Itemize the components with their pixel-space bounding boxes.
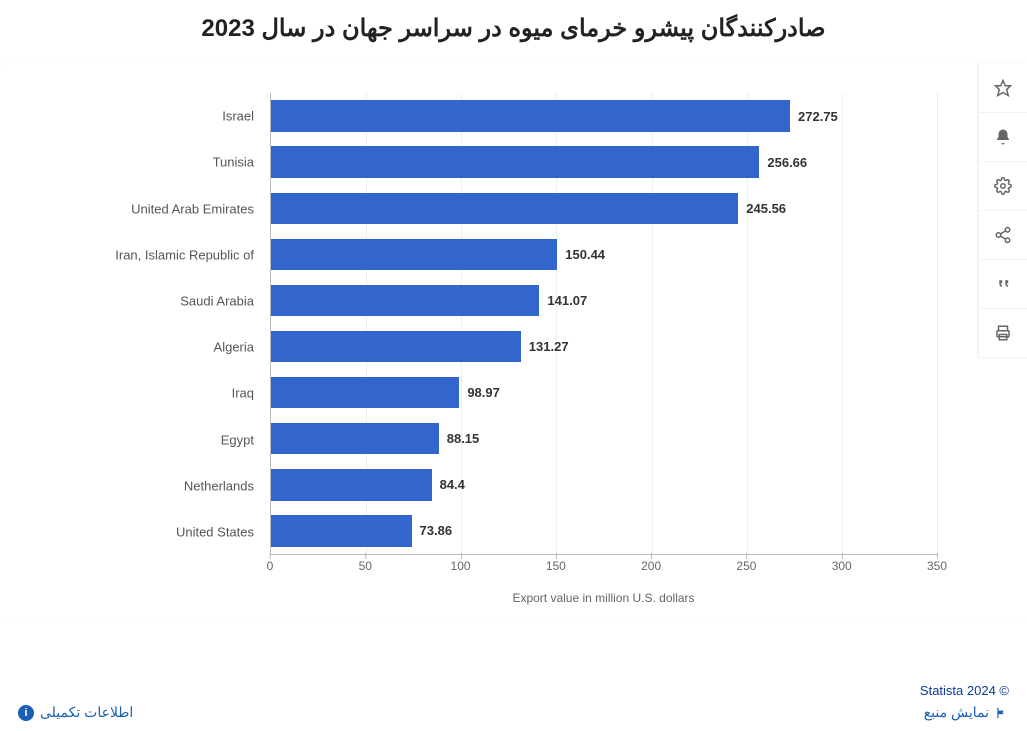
bar-row: 245.56 (271, 185, 937, 231)
source-link-label: نمایش منبع (924, 704, 989, 721)
footer: © Statista 2024 نمایش منبع اطلاعات تکمیل… (0, 675, 1027, 731)
info-link-label: اطلاعات تکمیلی (40, 704, 133, 721)
bar-row: 131.27 (271, 324, 937, 370)
x-axis-ticks: 050100150200250300350 (270, 559, 937, 579)
gear-icon (994, 177, 1012, 195)
y-axis-label: United Arab Emirates (60, 201, 254, 216)
x-tick-label: 300 (832, 559, 852, 573)
bar-value-label: 245.56 (746, 201, 786, 216)
print-button[interactable] (979, 309, 1027, 358)
bar[interactable] (271, 469, 432, 500)
bar[interactable] (271, 285, 539, 316)
chart-area: Israel Tunisia United Arab Emirates Iran, I… (60, 93, 957, 613)
bar-value-label: 150.44 (565, 247, 605, 262)
x-axis-label: Export value in million U.S. dollars (270, 591, 937, 605)
bar[interactable] (271, 193, 738, 224)
flag-icon (995, 706, 1009, 720)
y-axis-label: Egypt (60, 432, 254, 447)
bell-icon (994, 128, 1012, 146)
y-axis-label: Iran, Islamic Republic of (60, 247, 254, 262)
x-tick-label: 0 (267, 559, 274, 573)
bar-row: 88.15 (271, 416, 937, 462)
y-axis-label: Saudi Arabia (60, 293, 254, 308)
bar-row: 272.75 (271, 93, 937, 139)
bar-value-label: 256.66 (767, 155, 807, 170)
share-icon (994, 226, 1012, 244)
y-axis-label: Netherlands (60, 478, 254, 493)
side-toolbar (978, 64, 1027, 358)
x-tick-label: 350 (927, 559, 947, 573)
page-title: صادرکنندگان پیشرو خرمای میوه در سراسر جه… (0, 0, 1027, 49)
footer-links: نمایش منبع اطلاعات تکمیلی i (18, 704, 1009, 721)
notify-button[interactable] (979, 113, 1027, 162)
y-axis-label: Algeria (60, 340, 254, 355)
bar-row: 98.97 (271, 370, 937, 416)
page-root: صادرکنندگان پیشرو خرمای میوه در سراسر جه… (0, 0, 1027, 731)
x-tick-label: 150 (546, 559, 566, 573)
bar[interactable] (271, 146, 759, 177)
gridline (937, 93, 938, 554)
bar-value-label: 141.07 (547, 293, 587, 308)
favorite-button[interactable] (979, 64, 1027, 113)
bar-value-label: 73.86 (420, 523, 453, 538)
share-button[interactable] (979, 211, 1027, 260)
bar-row: 141.07 (271, 277, 937, 323)
bar-value-label: 131.27 (529, 339, 569, 354)
bar-value-label: 88.15 (447, 431, 480, 446)
bar-row: 256.66 (271, 139, 937, 185)
x-tick-label: 100 (451, 559, 471, 573)
print-icon (994, 324, 1012, 342)
bar-value-label: 98.97 (467, 385, 500, 400)
bar[interactable] (271, 331, 521, 362)
copyright-text: © Statista 2024 (18, 683, 1009, 698)
bar[interactable] (271, 423, 439, 454)
y-axis-label: Iraq (60, 386, 254, 401)
info-icon: i (18, 705, 34, 721)
star-icon (994, 79, 1012, 97)
bar[interactable] (271, 239, 557, 270)
settings-button[interactable] (979, 162, 1027, 211)
bar[interactable] (271, 377, 459, 408)
y-axis-label: Israel (60, 109, 254, 124)
bar[interactable] (271, 100, 790, 131)
x-tick-label: 200 (641, 559, 661, 573)
y-axis-label: United States (60, 524, 254, 539)
bar-value-label: 272.75 (798, 109, 838, 124)
y-axis-label: Tunisia (60, 155, 254, 170)
chart-card: Israel Tunisia United Arab Emirates Iran, I… (0, 63, 1027, 623)
info-link[interactable]: اطلاعات تکمیلی i (18, 704, 133, 721)
source-link[interactable]: نمایش منبع (924, 704, 1009, 721)
bar-value-label: 84.4 (440, 477, 465, 492)
bar-row: 84.4 (271, 462, 937, 508)
cite-button[interactable] (979, 260, 1027, 309)
plot-area: 272.75 256.66 245.56 150.44 141.07 131.27 98.9… (270, 93, 937, 555)
bar-row: 73.86 (271, 508, 937, 554)
x-tick-label: 50 (359, 559, 372, 573)
x-tick-label: 250 (736, 559, 756, 573)
y-axis-labels: Israel Tunisia United Arab Emirates Iran, I… (60, 93, 260, 555)
quote-icon (994, 275, 1012, 293)
bar-row: 150.44 (271, 231, 937, 277)
bar[interactable] (271, 515, 412, 546)
